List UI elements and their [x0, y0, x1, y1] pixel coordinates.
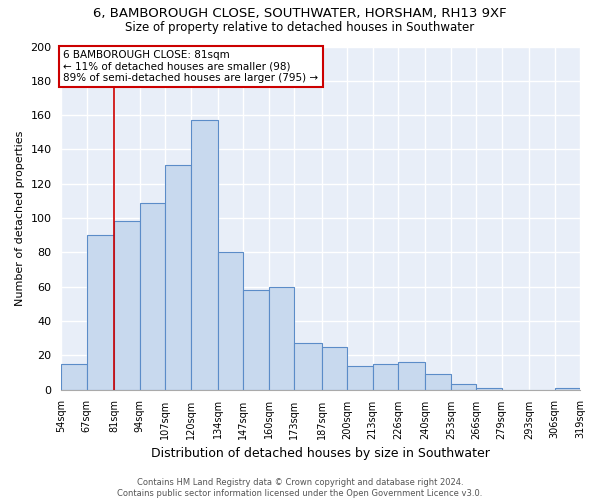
Bar [140, 202, 165, 390]
Bar [165, 165, 191, 390]
Bar [191, 120, 218, 390]
Text: Contains HM Land Registry data © Crown copyright and database right 2024.
Contai: Contains HM Land Registry data © Crown c… [118, 478, 482, 498]
Bar [347, 366, 373, 390]
Bar [218, 252, 244, 390]
Bar [322, 346, 347, 390]
X-axis label: Distribution of detached houses by size in Southwater: Distribution of detached houses by size … [151, 447, 490, 460]
Bar [61, 364, 87, 390]
Bar [398, 362, 425, 390]
Bar [476, 388, 502, 390]
Bar [373, 364, 398, 390]
Bar [87, 235, 114, 390]
Y-axis label: Number of detached properties: Number of detached properties [15, 130, 25, 306]
Bar [294, 344, 322, 390]
Text: 6 BAMBOROUGH CLOSE: 81sqm
← 11% of detached houses are smaller (98)
89% of semi-: 6 BAMBOROUGH CLOSE: 81sqm ← 11% of detac… [64, 50, 319, 83]
Bar [269, 286, 294, 390]
Bar [244, 290, 269, 390]
Text: 6, BAMBOROUGH CLOSE, SOUTHWATER, HORSHAM, RH13 9XF: 6, BAMBOROUGH CLOSE, SOUTHWATER, HORSHAM… [93, 8, 507, 20]
Bar [114, 222, 140, 390]
Text: Size of property relative to detached houses in Southwater: Size of property relative to detached ho… [125, 21, 475, 34]
Bar [451, 384, 476, 390]
Bar [425, 374, 451, 390]
Bar [554, 388, 580, 390]
